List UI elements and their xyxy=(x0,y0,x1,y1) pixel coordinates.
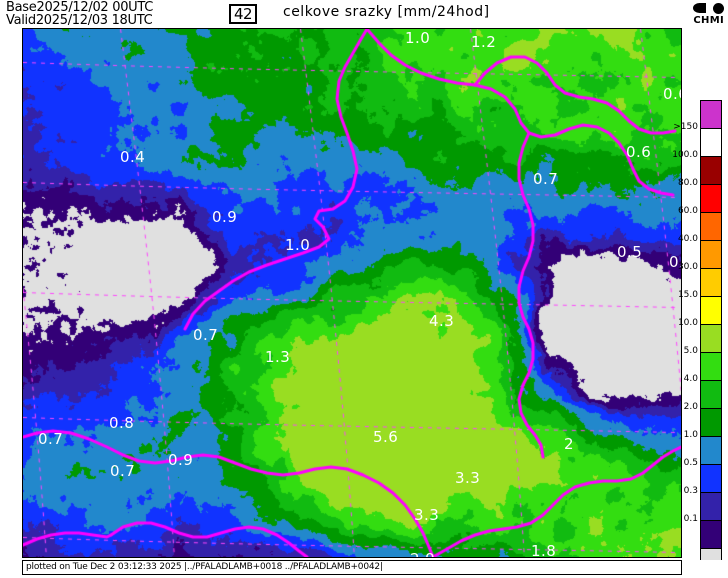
color-scale-swatch xyxy=(700,268,722,296)
precip-value-label: 1.3 xyxy=(265,348,291,366)
color-scale-label: 80.0 xyxy=(677,178,698,188)
color-scale-label: 30.0 xyxy=(677,262,698,272)
precip-value-label: 5.6 xyxy=(373,428,399,446)
color-scale-label: 2.0 xyxy=(683,402,698,412)
frame-number-box: 42 xyxy=(229,4,257,24)
precip-value-label: 4.3 xyxy=(429,312,455,330)
precip-value-label: 2.9 xyxy=(410,552,435,558)
footer-bar: plotted on Tue Dec 2 03:12:33 2025 |../P… xyxy=(0,560,728,578)
base-label: Base xyxy=(6,0,37,15)
precip-value-label: 1.8 xyxy=(531,542,557,558)
chmi-logo-text: CHMI xyxy=(693,15,724,26)
color-scale-label: 40.0 xyxy=(677,234,698,244)
precip-value-label: 0.4 xyxy=(669,253,681,271)
precip-value-label: 0.9 xyxy=(212,208,238,226)
color-scale-label: 10.0 xyxy=(677,318,698,328)
precip-value-label: 0.7 xyxy=(533,170,559,188)
color-scale-swatch xyxy=(700,464,722,492)
precip-value-label: 0.5 xyxy=(617,243,643,261)
color-scale-swatch xyxy=(700,240,722,268)
color-scale-bar xyxy=(700,100,722,576)
precip-value-label: 0.7 xyxy=(38,430,64,448)
chmi-logo-glyphs xyxy=(680,2,724,15)
color-scale-label: >150 xyxy=(673,122,698,132)
forecast-times: Base2025/12/02 00UTC Valid2025/12/03 18U… xyxy=(6,1,153,27)
circle-icon xyxy=(713,3,724,14)
color-scale-swatch xyxy=(700,436,722,464)
precip-value-label: 1.2 xyxy=(471,33,497,51)
plot-provenance-text: plotted on Tue Dec 2 03:12:33 2025 |../P… xyxy=(22,560,682,575)
map-viewport[interactable]: 1.0 1.2 0.6 0.4 0.6 0.7 0.9 1.0 0.5 0.4 4.3 0.7 1.3 5… xyxy=(22,28,682,558)
precip-value-label: 0.8 xyxy=(109,414,135,432)
precip-value-label: 3.3 xyxy=(455,469,481,487)
valid-value: 2025/12/03 18UTC xyxy=(35,13,153,28)
precip-value-label: 0.4 xyxy=(120,148,146,166)
precip-value-label: 0.6 xyxy=(663,85,681,103)
precip-value-label: 1.0 xyxy=(285,236,311,254)
color-scale-swatch xyxy=(700,100,722,128)
precipitation-raster xyxy=(23,29,681,557)
precip-value-label: 0.9 xyxy=(168,451,194,469)
color-scale-swatch xyxy=(700,296,722,324)
color-scale-swatch xyxy=(700,212,722,240)
precip-value-label: 1.0 xyxy=(405,29,431,47)
half-circle-icon xyxy=(693,3,706,13)
color-scale-swatch xyxy=(700,324,722,352)
color-scale-swatch xyxy=(700,520,722,548)
base-value: 2025/12/02 00UTC xyxy=(36,0,154,15)
valid-label: Valid xyxy=(6,13,36,28)
color-scale-label: 15.0 xyxy=(677,290,698,300)
page-title: celkove srazky [mm/24hod] xyxy=(283,4,490,20)
color-scale-swatch xyxy=(700,352,722,380)
color-scale-label: 0.3 xyxy=(683,486,698,496)
color-scale-label: 5.0 xyxy=(683,346,698,356)
color-scale-label: 100.0 xyxy=(672,150,698,160)
color-scale-label: 60.0 xyxy=(677,206,698,216)
color-scale-swatch xyxy=(700,492,722,520)
color-scale-label: 0.1 xyxy=(683,514,698,524)
precip-value-label: 2 xyxy=(564,435,575,453)
color-scale-swatch xyxy=(700,184,722,212)
color-scale-label: 0.5 xyxy=(683,458,698,468)
color-scale-label: 4.0 xyxy=(683,374,698,384)
header-bar: Base2025/12/02 00UTC Valid2025/12/03 18U… xyxy=(0,0,728,28)
color-scale-swatch xyxy=(700,156,722,184)
chmi-logo: CHMI xyxy=(680,2,724,26)
color-scale-swatch xyxy=(700,128,722,156)
color-scale-swatch xyxy=(700,408,722,436)
precip-value-label: 3.3 xyxy=(414,506,440,524)
color-scale-label: 1.0 xyxy=(683,430,698,440)
precip-value-label: 0.7 xyxy=(110,462,136,480)
precip-value-label: 0.7 xyxy=(193,326,219,344)
precip-value-label: 0.6 xyxy=(626,143,652,161)
color-scale-swatch xyxy=(700,380,722,408)
